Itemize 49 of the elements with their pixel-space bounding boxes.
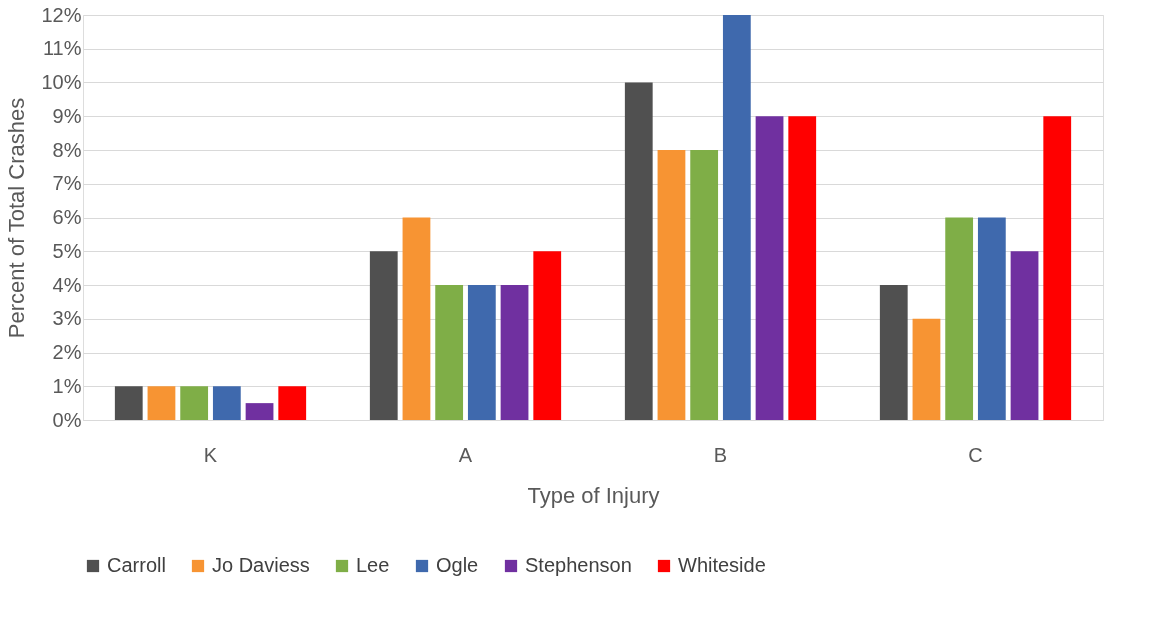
bar: [278, 386, 307, 420]
bar: [245, 403, 274, 420]
bar: [977, 217, 1006, 420]
y-tick-label: 1%: [52, 374, 82, 397]
bar: [500, 285, 529, 420]
y-tick-label: 8%: [52, 138, 82, 161]
bar: [180, 386, 209, 420]
bar: [435, 285, 464, 420]
y-tick-label: 2%: [52, 341, 82, 363]
y-tick-label: 11%: [42, 37, 82, 60]
y-tick-label: 10%: [41, 71, 82, 93]
legend-label: Stephenson: [525, 554, 632, 576]
legend-label: Whiteside: [678, 554, 766, 576]
legend-label: Jo Daviess: [212, 554, 310, 576]
bar: [1010, 251, 1039, 420]
y-tick-label: 4%: [52, 273, 82, 296]
bar: [369, 251, 398, 420]
bar: [467, 285, 496, 420]
bar: [114, 386, 143, 420]
y-tick-label: 9%: [52, 104, 82, 127]
y-tick-label: 0%: [52, 408, 82, 431]
bar: [212, 386, 241, 420]
y-tick-label: 12%: [41, 3, 82, 26]
x-tick-label: K: [203, 443, 218, 466]
bar: [1043, 116, 1072, 420]
bar: [879, 285, 908, 420]
bar: [533, 251, 562, 420]
y-tick-label: 7%: [52, 172, 82, 195]
x-axis-title: Type of Injury: [527, 482, 660, 508]
bar: [755, 116, 784, 420]
y-tick-label: 6%: [52, 206, 82, 228]
legend-label: Lee: [356, 554, 390, 576]
bar: [624, 82, 653, 420]
bar: [147, 386, 176, 420]
bar: [912, 318, 941, 420]
y-tick-label: 5%: [52, 239, 82, 262]
bar: [402, 217, 431, 420]
x-tick-label: B: [713, 443, 728, 466]
y-tick-label: 3%: [52, 307, 82, 330]
bar: [657, 150, 686, 420]
bar: [945, 217, 974, 420]
legend-label: Ogle: [436, 554, 479, 576]
bar: [722, 15, 751, 420]
bar: [788, 116, 817, 420]
y-axis-title: Percent of Total Crashes: [4, 97, 30, 339]
x-tick-label: A: [458, 443, 473, 466]
bar: [690, 150, 719, 420]
legend-label: Carroll: [107, 554, 166, 576]
x-tick-label: C: [968, 443, 983, 466]
